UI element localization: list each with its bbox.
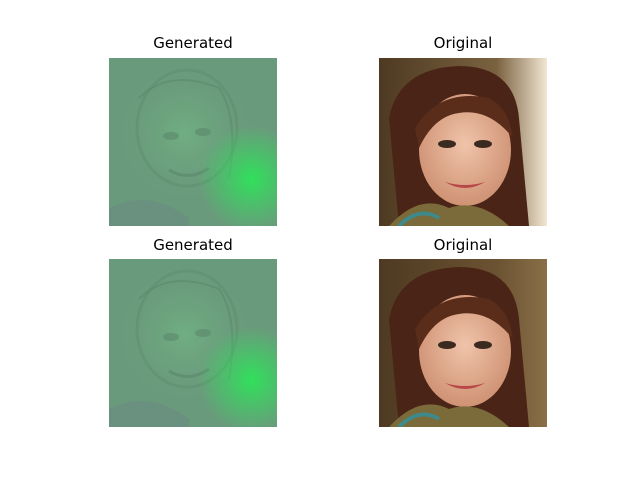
generated-image-1 (109, 58, 277, 226)
panel-title-original-1: Original (433, 34, 493, 52)
original-image-1 (379, 58, 547, 226)
generated-image-2 (109, 259, 277, 427)
panel-title-generated-2: Generated (153, 236, 233, 254)
panel-title-generated-1: Generated (153, 34, 233, 52)
panel-title-original-2: Original (433, 236, 493, 254)
generated-face-picture (109, 58, 277, 226)
original-face-picture (379, 259, 547, 427)
original-face-picture (379, 58, 547, 226)
generated-face-picture (109, 259, 277, 427)
original-image-2 (379, 259, 547, 427)
